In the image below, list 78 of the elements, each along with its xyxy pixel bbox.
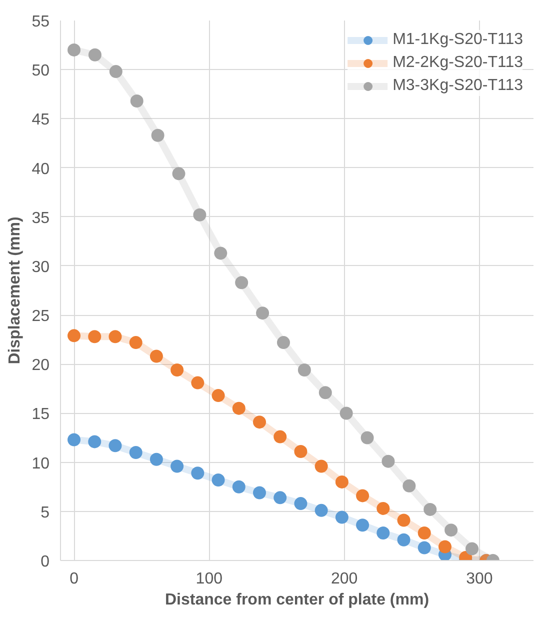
point xyxy=(170,364,184,377)
point xyxy=(376,526,390,540)
point xyxy=(276,336,290,350)
point xyxy=(170,460,184,473)
y-tick-label: 25 xyxy=(32,308,50,326)
point xyxy=(314,460,328,473)
point xyxy=(191,376,204,390)
point xyxy=(397,514,410,527)
y-tick-label: 50 xyxy=(32,62,50,80)
x-axis-title: Distance from center of plate (mm) xyxy=(164,592,430,608)
point xyxy=(235,276,248,290)
point xyxy=(68,329,81,342)
point xyxy=(397,533,410,546)
point xyxy=(382,454,395,468)
point xyxy=(129,336,142,350)
point xyxy=(232,402,246,415)
point xyxy=(360,431,374,444)
point xyxy=(356,518,370,532)
point xyxy=(214,246,228,260)
point xyxy=(88,48,102,62)
point xyxy=(314,504,328,517)
point xyxy=(256,306,270,320)
y-tick-label: 55 xyxy=(32,14,50,30)
x-tick-label: 300 xyxy=(466,570,493,588)
y-tick-label: 30 xyxy=(32,258,50,276)
point xyxy=(424,502,437,516)
point xyxy=(212,389,225,402)
y-tick-label: 20 xyxy=(32,357,50,374)
point xyxy=(88,435,102,448)
point xyxy=(274,430,287,444)
x-tick-label: 200 xyxy=(330,570,358,588)
point xyxy=(150,452,163,466)
point xyxy=(68,433,81,446)
point xyxy=(232,480,246,494)
point xyxy=(340,406,353,420)
point xyxy=(376,502,390,515)
point xyxy=(294,497,308,510)
point xyxy=(356,489,370,502)
point xyxy=(444,524,458,537)
point xyxy=(318,386,332,400)
point xyxy=(129,446,142,459)
y-axis-title: Displacement (mm) xyxy=(6,216,24,364)
point xyxy=(109,65,122,78)
point xyxy=(253,416,266,429)
point xyxy=(193,208,206,222)
point xyxy=(466,542,479,556)
y-tick-label: 40 xyxy=(32,160,50,178)
point xyxy=(130,94,144,108)
legend-label: M3-3Kg-S20-T113 xyxy=(392,77,523,95)
y-tick-label: 0 xyxy=(40,554,50,570)
point xyxy=(402,479,416,492)
point xyxy=(68,43,81,56)
point xyxy=(335,475,348,488)
point xyxy=(274,491,287,504)
point xyxy=(172,167,186,180)
point xyxy=(298,364,311,377)
point xyxy=(88,330,102,344)
point xyxy=(253,486,266,500)
point xyxy=(438,540,452,554)
point xyxy=(335,510,348,524)
x-tick-label: 0 xyxy=(70,570,79,588)
point xyxy=(151,128,164,142)
point xyxy=(108,330,122,344)
point xyxy=(212,474,225,486)
point xyxy=(108,439,122,452)
x-tick-label: 100 xyxy=(196,570,223,588)
point xyxy=(418,526,431,540)
y-tick-label: 35 xyxy=(32,210,50,227)
y-tick-label: 5 xyxy=(40,504,50,522)
y-tick-label: 45 xyxy=(32,112,50,129)
y-tick-label: 15 xyxy=(32,406,50,424)
legend-label: M1-1Kg-S20-T113 xyxy=(392,31,523,49)
point xyxy=(191,466,204,480)
y-tick-label: 10 xyxy=(32,455,50,472)
legend-label: M2-2Kg-S20-T113 xyxy=(392,54,523,72)
point xyxy=(150,350,163,363)
point xyxy=(418,541,431,554)
point xyxy=(294,445,308,458)
